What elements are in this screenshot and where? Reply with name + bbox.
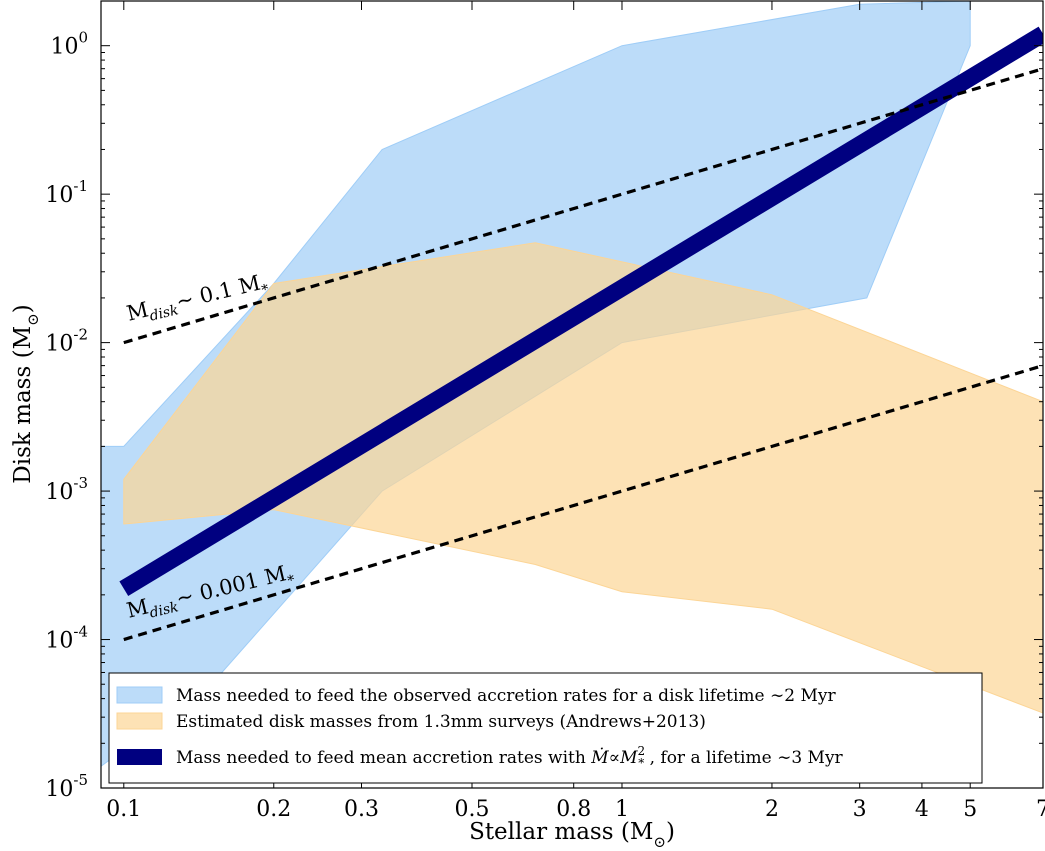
x-tick-label: 3 — [853, 797, 867, 822]
x-tick-label: 4 — [915, 797, 929, 822]
x-tick-label: 0.2 — [256, 797, 291, 822]
y-tick-label: 10-4 — [45, 623, 88, 654]
x-tick-label: 7 — [1036, 797, 1045, 822]
x-tick-label: 1 — [615, 797, 629, 822]
x-tick-label: 0.3 — [344, 797, 379, 822]
x-tick-label: 0.1 — [106, 797, 141, 822]
dashed-line-series-4 — [123, 364, 1043, 642]
x-tick-label: 5 — [963, 797, 977, 822]
legend-swatch-2 — [117, 749, 162, 765]
x-tick-label: 0.8 — [556, 797, 591, 822]
y-tick-label: 10-1 — [45, 177, 88, 208]
x-tick-label: 0.5 — [455, 797, 490, 822]
x-axis-title: Stellar mass (M⊙) — [469, 819, 675, 851]
legend-swatch-0 — [116, 686, 163, 704]
legend-swatch-1 — [116, 712, 163, 730]
x-tick-label: 2 — [765, 797, 779, 822]
legend-label-2: Mass needed to feed mean accretion rates… — [176, 744, 844, 770]
legend-box — [108, 672, 983, 784]
y-tick-label: 10-5 — [45, 771, 88, 802]
y-tick-label: 100 — [50, 29, 88, 60]
legend-label-0: Mass needed to feed the observed accreti… — [176, 686, 836, 706]
plot-frame — [100, 0, 1044, 789]
y-axis-title: Disk mass (M⊙) — [10, 304, 42, 483]
thick-line-series-2 — [119, 26, 1043, 596]
legend-label-1: Estimated disk masses from 1.3mm surveys… — [176, 712, 706, 732]
y-tick-label: 10-3 — [45, 474, 88, 505]
dashed-line-series-3 — [123, 67, 1043, 345]
y-tick-label: 10-2 — [45, 326, 88, 357]
